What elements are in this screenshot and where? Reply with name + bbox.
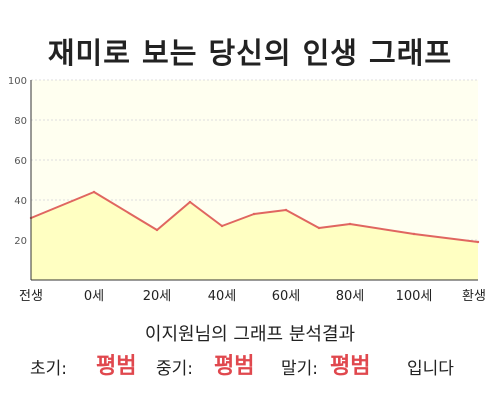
y-tick-label: 80 [14, 116, 27, 127]
late-label: 말기: [281, 359, 319, 379]
x-tick-label: 80세 [336, 289, 365, 304]
y-tick-label: 100 [8, 76, 27, 87]
early-label: 초기: [30, 359, 68, 379]
data-point [476, 240, 480, 244]
data-point [155, 228, 159, 232]
x-tick-label: 환생 [462, 289, 486, 304]
y-tick-label: 40 [14, 196, 27, 207]
data-point [220, 224, 224, 228]
analysis-result-line: 초기: 평범 중기: 평범 말기: 평범 입니다 [0, 348, 500, 380]
closing-text: 입니다 [407, 359, 454, 379]
y-tick-label: 60 [14, 156, 27, 167]
series-area [31, 192, 478, 280]
middle-label: 중기: [156, 359, 194, 379]
x-tick-label: 100세 [396, 289, 433, 304]
data-point [284, 208, 288, 212]
early-rating: 평범 [96, 354, 137, 379]
x-tick-label: 0세 [84, 289, 104, 304]
x-tick-label: 40세 [208, 289, 237, 304]
x-tick-label: 60세 [272, 289, 301, 304]
chart-title: 재미로 보는 당신의 인생 그래프 [47, 36, 453, 70]
late-rating: 평범 [330, 354, 371, 379]
data-point [188, 200, 192, 204]
y-tick-label: 20 [14, 236, 27, 247]
life-graph-chart: 100 80 60 40 20 전생 0세 20세 40세 60세 80세 100세 환생 [8, 76, 486, 304]
data-point [317, 226, 321, 230]
x-tick-label: 전생 [19, 289, 43, 304]
data-point [92, 190, 96, 194]
data-point [348, 222, 352, 226]
data-point [252, 212, 256, 216]
data-point [412, 232, 416, 236]
x-tick-label: 20세 [143, 289, 172, 304]
analysis-subtitle: 이지원님의 그래프 분석결과 [144, 324, 356, 345]
middle-rating: 평범 [214, 354, 255, 379]
